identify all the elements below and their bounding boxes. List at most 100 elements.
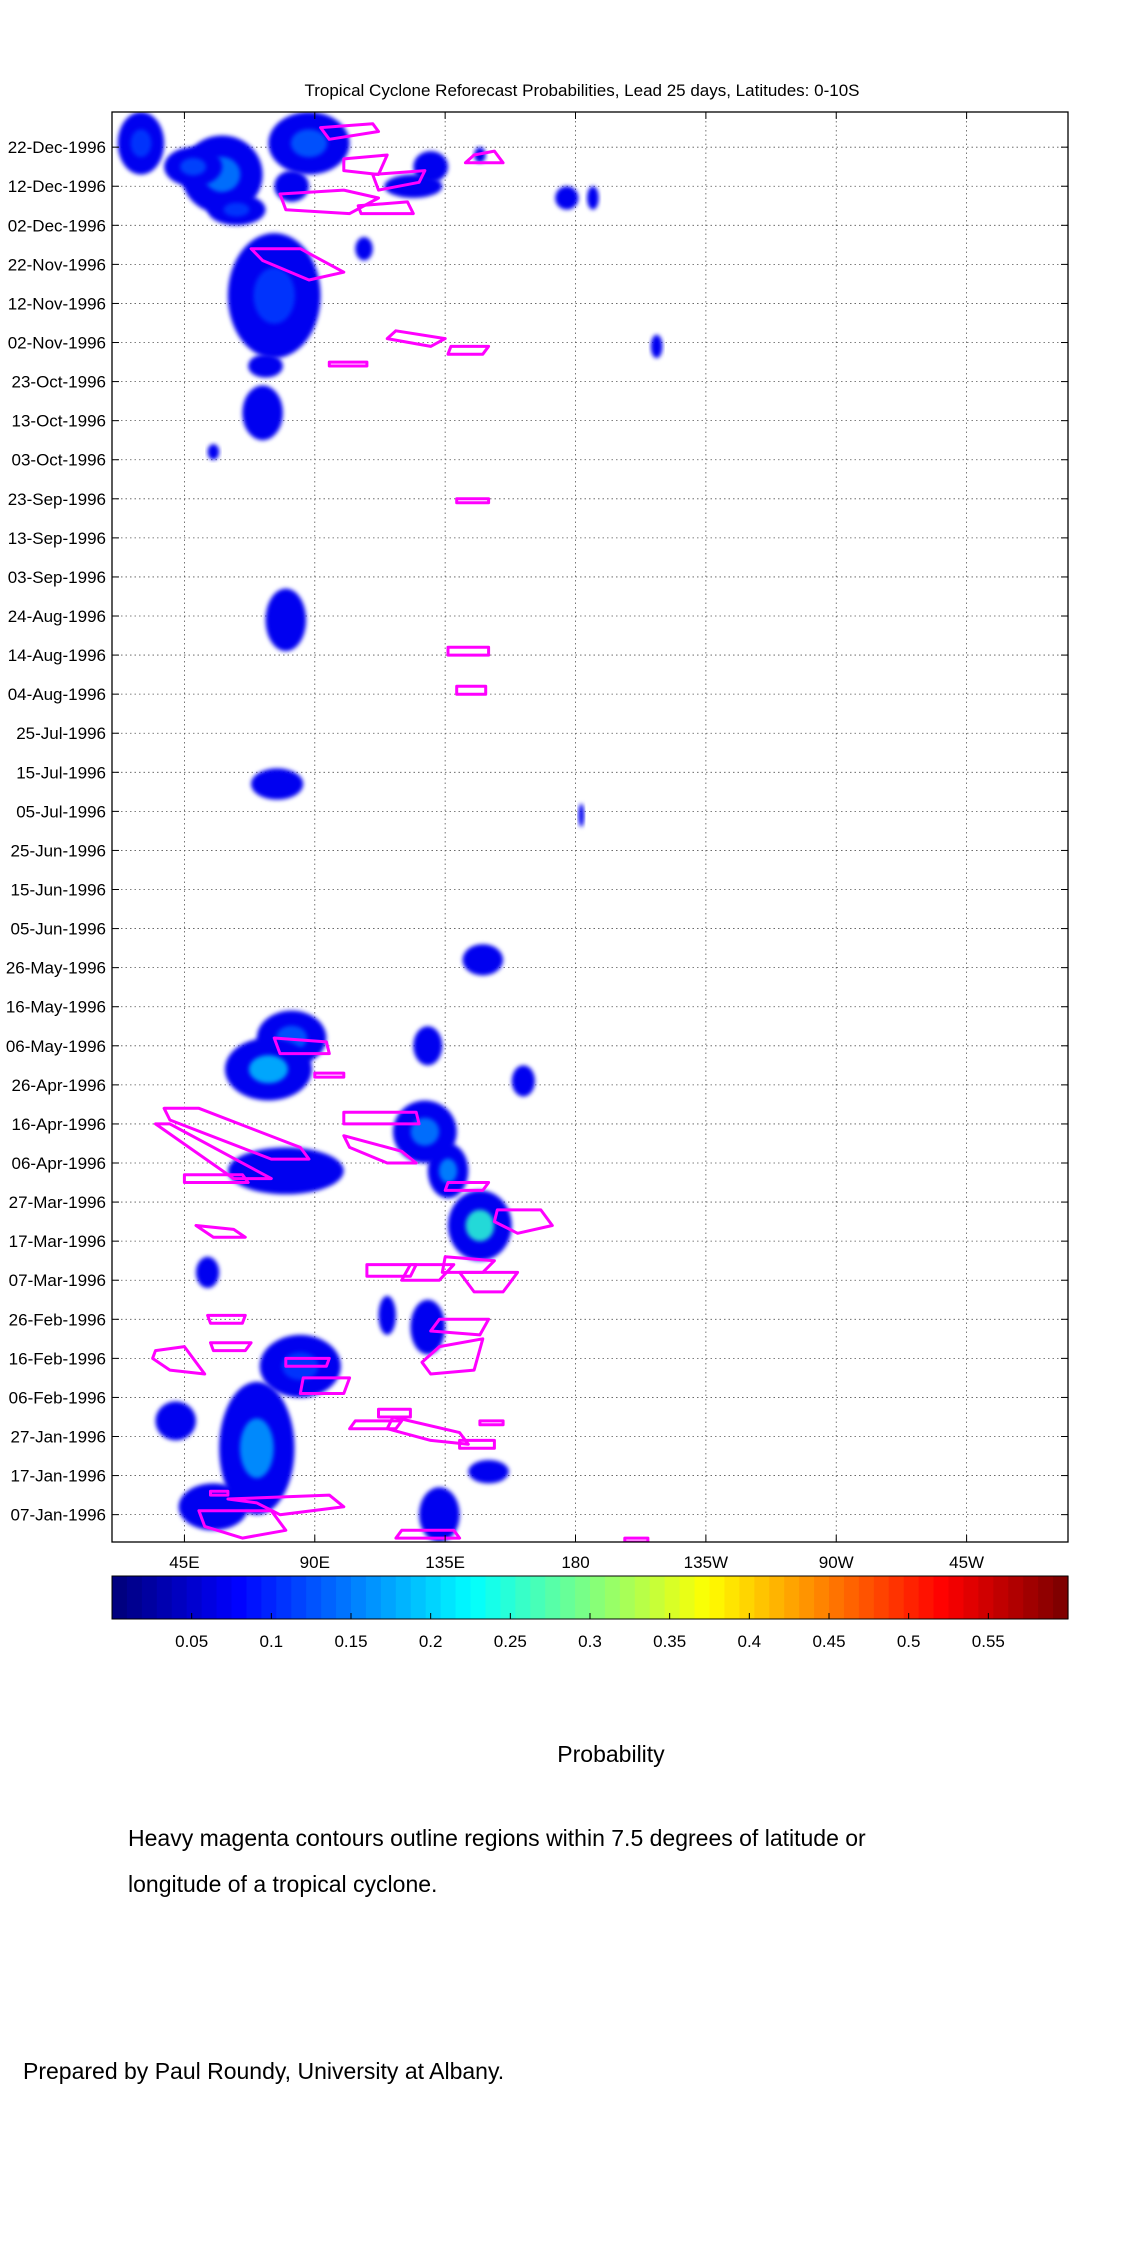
colorbar-cell xyxy=(291,1576,307,1619)
ytick-label: 23-Oct-1996 xyxy=(12,373,107,392)
colorbar-cell xyxy=(769,1576,785,1619)
cyclone-contour xyxy=(209,1341,253,1353)
probability-region xyxy=(378,1295,396,1335)
ytick-label: 16-May-1996 xyxy=(6,998,106,1017)
cyclone-contour xyxy=(492,1208,554,1235)
colorbar-cell xyxy=(321,1576,337,1619)
colorbar-cell xyxy=(276,1576,292,1619)
cyclone-contour xyxy=(455,497,491,505)
cyclone-contours xyxy=(151,122,650,1542)
colorbar-cell xyxy=(1023,1576,1039,1619)
credit: Prepared by Paul Roundy, University at A… xyxy=(23,2058,505,2084)
xtick-label: 135W xyxy=(684,1553,728,1572)
colorbar-cell xyxy=(933,1576,950,1619)
colorbar-cell xyxy=(903,1576,920,1619)
xtick-label: 180 xyxy=(561,1553,589,1572)
cyclone-contour xyxy=(194,1224,247,1239)
ytick-label: 26-May-1996 xyxy=(6,959,106,978)
cyclone-contour xyxy=(313,1071,346,1079)
probability-region xyxy=(251,768,304,800)
colorbar-tick-label: 0.4 xyxy=(738,1632,762,1651)
probability-core xyxy=(438,1158,458,1184)
ytick-label: 06-Apr-1996 xyxy=(11,1154,106,1173)
probability-core xyxy=(248,1055,288,1084)
xtick-label: 135E xyxy=(425,1553,465,1572)
colorbar-cell xyxy=(500,1576,516,1619)
colorbar-tick-label: 0.55 xyxy=(972,1632,1005,1651)
colorbar-cell xyxy=(1038,1576,1054,1619)
probability-region xyxy=(155,1401,197,1441)
probability-region xyxy=(274,170,309,202)
cyclone-contour xyxy=(356,200,415,216)
xtick-label: 45W xyxy=(949,1553,984,1572)
ytick-label: 23-Sep-1996 xyxy=(8,490,106,509)
colorbar-cell xyxy=(814,1576,830,1619)
probability-core xyxy=(410,1117,440,1146)
probability-region xyxy=(384,174,443,198)
cyclone-contour xyxy=(478,1419,505,1427)
colorbar-cell xyxy=(216,1576,233,1619)
colorbar-cell xyxy=(515,1576,531,1619)
cyclone-contour xyxy=(342,1110,421,1126)
probability-core xyxy=(290,129,328,158)
colorbar-cell xyxy=(560,1576,576,1619)
ytick-label: 16-Apr-1996 xyxy=(11,1115,106,1134)
probability-region xyxy=(227,1147,344,1195)
probability-region xyxy=(242,385,283,441)
probability-region xyxy=(196,1256,220,1289)
xtick-label: 90E xyxy=(300,1553,330,1572)
cyclone-contour xyxy=(206,1313,247,1325)
x-axis: 45E 90E 135E 180 135W 90W 45W xyxy=(169,112,984,1572)
colorbar-cell xyxy=(126,1576,143,1619)
ytick-label: 26-Feb-1996 xyxy=(9,1310,106,1329)
colorbar-cell xyxy=(365,1576,382,1619)
ytick-label: 17-Jan-1996 xyxy=(11,1467,106,1486)
colorbar-cell xyxy=(485,1576,501,1619)
cyclone-contour xyxy=(385,329,447,348)
y-axis: 07-Jan-1996 17-Jan-1996 27-Jan-1996 06-Feb-… xyxy=(6,138,1068,1525)
colorbar-cell xyxy=(440,1576,457,1619)
cyclone-contour xyxy=(463,149,505,165)
colorbar-cell xyxy=(410,1576,427,1619)
cyclone-contour xyxy=(226,1493,346,1517)
cyclone-contour xyxy=(429,1317,491,1337)
colorbar-cell xyxy=(575,1576,591,1619)
ytick-label: 13-Sep-1996 xyxy=(8,529,106,548)
colorbar-cell xyxy=(171,1576,188,1619)
colorbar-cell xyxy=(978,1576,994,1619)
probability-core xyxy=(239,1418,274,1479)
cyclone-contour xyxy=(371,169,427,192)
ytick-label: 06-May-1996 xyxy=(6,1037,106,1056)
colorbar-cell xyxy=(455,1576,472,1619)
colorbar-cell xyxy=(829,1576,845,1619)
probability-field xyxy=(117,112,663,1542)
xtick-label: 45E xyxy=(169,1553,199,1572)
cyclone-contour xyxy=(298,1376,352,1395)
ytick-label: 15-Jul-1996 xyxy=(16,763,106,782)
cyclone-contour xyxy=(420,1337,485,1376)
cyclone-contour xyxy=(377,1407,412,1419)
ytick-label: 25-Jun-1996 xyxy=(11,841,106,860)
colorbar-cell xyxy=(1053,1576,1069,1619)
ytick-label: 05-Jul-1996 xyxy=(16,802,106,821)
probability-core xyxy=(180,157,207,176)
colorbar-label: Probability xyxy=(557,1741,665,1767)
cyclone-contour xyxy=(284,1356,331,1368)
probability-region xyxy=(578,803,585,827)
plot-frame xyxy=(111,111,1069,1543)
colorbar-cell xyxy=(948,1576,965,1619)
cyclone-contour xyxy=(446,344,491,356)
ytick-label: 27-Jan-1996 xyxy=(11,1428,106,1447)
probability-core xyxy=(130,129,152,158)
colorbar-tick-label: 0.35 xyxy=(653,1632,686,1651)
colorbar-cell xyxy=(351,1576,367,1619)
colorbar-cell xyxy=(679,1576,696,1619)
colorbar-cell xyxy=(843,1576,860,1619)
colorbar-tick-label: 0.3 xyxy=(578,1632,602,1651)
colorbar-cell xyxy=(604,1576,621,1619)
ytick-label: 02-Nov-1996 xyxy=(8,334,106,353)
cyclone-contour xyxy=(365,1263,418,1278)
colorbar-cell xyxy=(470,1576,487,1619)
colorbar-cell xyxy=(873,1576,890,1619)
colorbar: 0.05 0.1 0.15 0.2 0.25 0.3 0.35 0.4 0.45 0.5 0.55 xyxy=(111,1575,1069,1651)
